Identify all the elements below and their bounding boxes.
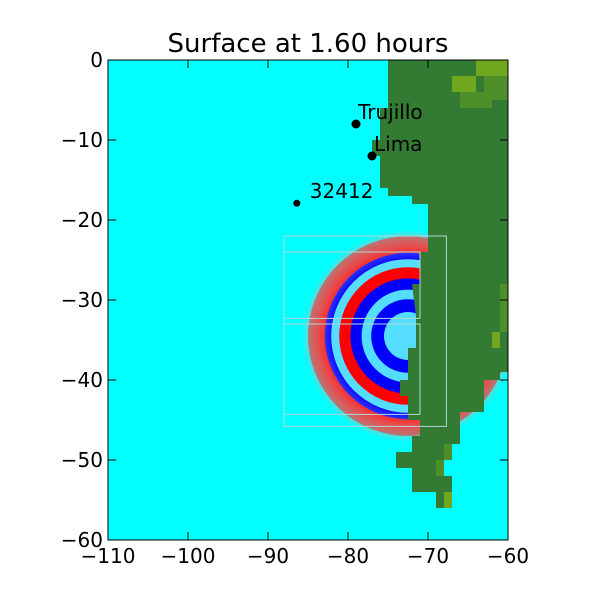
highland-cell (452, 76, 476, 92)
highland-cell (476, 60, 508, 76)
highland-cell (460, 92, 492, 108)
highland-cell (444, 444, 452, 460)
x-axis: −110 −100 −90 −80 −70 −60 (81, 60, 529, 568)
highland-cell (484, 76, 492, 92)
y-tick-label: −20 (61, 208, 103, 232)
location-label: Lima (374, 132, 422, 156)
x-tick-label: −100 (161, 544, 216, 568)
highland-cell (492, 332, 500, 348)
y-tick-label: −40 (61, 368, 103, 392)
highland-cell (444, 492, 452, 508)
highland-cells (436, 60, 508, 508)
y-tick-label: −50 (61, 448, 103, 472)
x-tick-label: −110 (81, 544, 136, 568)
location-marker (351, 119, 361, 129)
location-marker (367, 151, 377, 161)
x-tick-label: −60 (487, 544, 529, 568)
y-tick-label: 0 (90, 48, 103, 72)
grid-box (283, 251, 421, 319)
y-tick-label: −10 (61, 128, 103, 152)
location-label: Trujillo (357, 100, 423, 124)
grid-box (283, 323, 421, 415)
highland-cell (492, 76, 508, 100)
y-axis: 0 −10 −20 −30 −40 −50 −60 (61, 48, 508, 552)
x-tick-label: −80 (327, 544, 369, 568)
location-label: 32412 (310, 179, 374, 203)
highland-cell (436, 460, 444, 476)
x-tick-label: −90 (247, 544, 289, 568)
grid-boxes (283, 235, 447, 427)
chart-title: Surface at 1.60 hours (168, 29, 449, 59)
location-marker (293, 199, 301, 207)
y-tick-label: −30 (61, 288, 103, 312)
y-tick-label: −60 (61, 528, 103, 552)
highland-cell (500, 284, 508, 332)
x-tick-label: −70 (407, 544, 449, 568)
